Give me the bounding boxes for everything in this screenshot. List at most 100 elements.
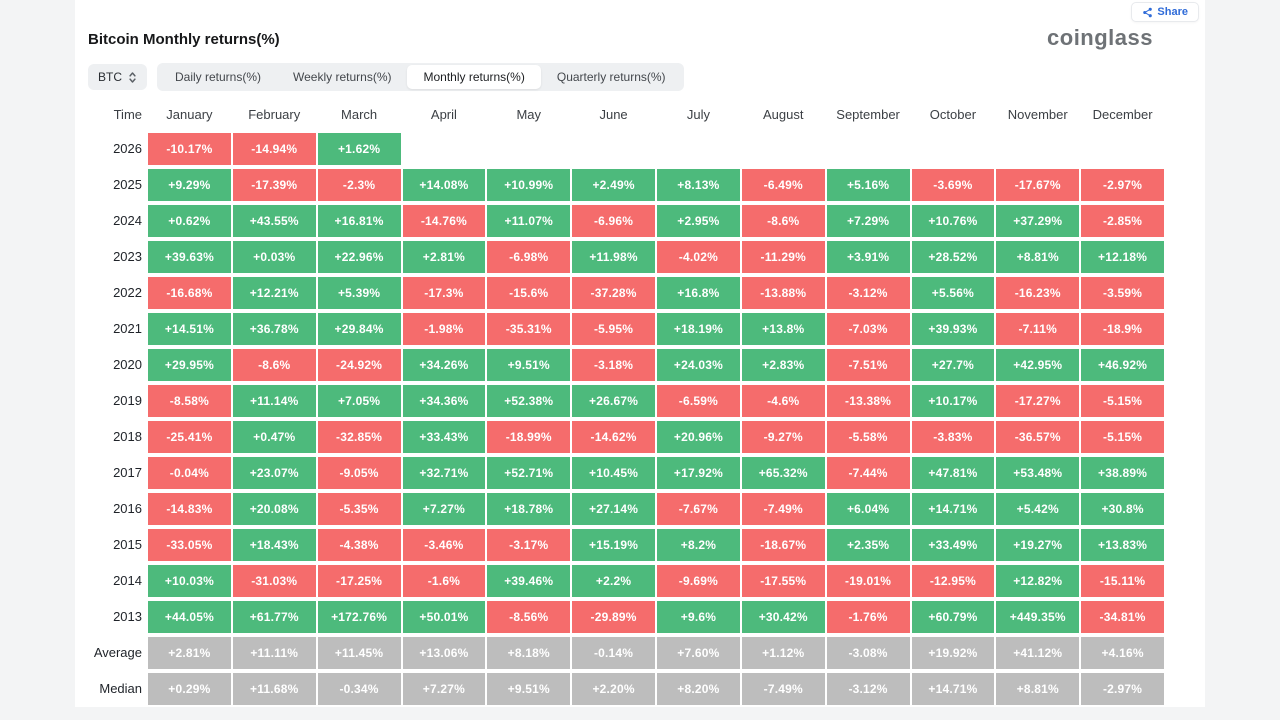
month-column-header: November xyxy=(1007,107,1068,122)
month-column-header: August xyxy=(763,107,804,122)
return-cell: +50.01% xyxy=(402,601,486,633)
return-cell: +0.62% xyxy=(148,205,231,237)
month-column-header: June xyxy=(599,107,628,122)
return-cell: +33.49% xyxy=(911,529,995,561)
return-cell: -37.28% xyxy=(572,277,655,309)
month-column-header: April xyxy=(430,107,457,122)
return-cell: +36.78% xyxy=(232,313,316,345)
return-cell: +28.52% xyxy=(911,241,995,273)
returns-tab-group: Daily returns(%) Weekly returns(%) Monthly… xyxy=(157,63,684,91)
tab-monthly[interactable]: Monthly returns(%) xyxy=(407,65,541,89)
return-cell: -3.18% xyxy=(572,349,655,381)
row-label: 2013 xyxy=(113,609,142,624)
share-icon xyxy=(1142,7,1153,18)
row-label: 2017 xyxy=(113,465,142,480)
return-cell: +9.51% xyxy=(487,349,571,381)
tab-quarterly[interactable]: Quarterly returns(%) xyxy=(541,65,682,89)
return-cell: +7.60% xyxy=(657,637,740,669)
return-cell: -15.6% xyxy=(487,277,571,309)
return-cell: -5.35% xyxy=(317,493,401,525)
return-cell: +34.36% xyxy=(402,385,486,417)
return-cell: -5.58% xyxy=(826,421,910,453)
row-label: 2026 xyxy=(113,141,142,156)
return-cell: -7.67% xyxy=(657,493,740,525)
return-cell: +0.03% xyxy=(232,241,316,273)
return-cell: +16.8% xyxy=(657,277,740,309)
month-column-header: January xyxy=(166,107,213,122)
return-cell: +172.76% xyxy=(317,601,401,633)
share-button[interactable]: Share xyxy=(1131,2,1199,22)
return-cell: +37.29% xyxy=(996,205,1080,237)
row-label: 2015 xyxy=(113,537,142,552)
return-cell: -1.98% xyxy=(402,313,486,345)
row-label: Median xyxy=(99,681,142,696)
share-label: Share xyxy=(1157,6,1188,18)
return-cell: -5.15% xyxy=(1081,385,1164,417)
return-cell: -2.97% xyxy=(1081,673,1164,705)
return-cell: +11.68% xyxy=(232,673,316,705)
return-cell: +32.71% xyxy=(402,457,486,489)
return-cell: +60.79% xyxy=(911,601,995,633)
return-cell: +24.03% xyxy=(657,349,740,381)
return-cell: +34.26% xyxy=(402,349,486,381)
tab-weekly[interactable]: Weekly returns(%) xyxy=(277,65,407,89)
coinglass-logo: coinglass xyxy=(1047,25,1153,50)
return-cell: +5.39% xyxy=(317,277,401,309)
return-cell: +9.6% xyxy=(657,601,740,633)
return-cell: +23.07% xyxy=(232,457,316,489)
return-cell: +53.48% xyxy=(996,457,1080,489)
return-cell: +8.13% xyxy=(657,169,740,201)
return-cell: -4.02% xyxy=(657,241,740,273)
return-cell: +11.98% xyxy=(572,241,655,273)
month-column-header: March xyxy=(341,107,378,122)
return-cell: -14.76% xyxy=(402,205,486,237)
return-cell: +2.20% xyxy=(572,673,655,705)
return-cell: -3.46% xyxy=(402,529,486,561)
return-cell: +47.81% xyxy=(911,457,995,489)
return-cell: -7.49% xyxy=(741,673,825,705)
month-column-header: September xyxy=(836,107,900,122)
return-cell: -1.76% xyxy=(826,601,910,633)
return-cell: +20.96% xyxy=(657,421,740,453)
return-cell: +27.14% xyxy=(572,493,655,525)
return-cell: +11.11% xyxy=(232,637,316,669)
return-cell xyxy=(487,133,570,165)
return-cell: +2.81% xyxy=(148,637,231,669)
return-cell: -15.11% xyxy=(1081,565,1164,597)
return-cell: -3.59% xyxy=(1081,277,1164,309)
return-cell: +2.2% xyxy=(572,565,655,597)
return-cell xyxy=(742,133,825,165)
return-cell: +14.71% xyxy=(911,493,995,525)
return-cell: +13.83% xyxy=(1081,529,1164,561)
return-cell: +14.71% xyxy=(911,673,995,705)
row-label: Average xyxy=(93,645,142,660)
return-cell: -35.31% xyxy=(487,313,571,345)
return-cell xyxy=(912,133,995,165)
month-column-header: February xyxy=(248,107,301,122)
tab-daily[interactable]: Daily returns(%) xyxy=(159,65,277,89)
return-cell: +10.45% xyxy=(572,457,655,489)
return-cell: -29.89% xyxy=(572,601,655,633)
return-cell: -1.6% xyxy=(402,565,486,597)
return-cell: +9.29% xyxy=(148,169,231,201)
row-label: 2022 xyxy=(113,285,142,300)
coin-selector[interactable]: BTC xyxy=(88,64,147,90)
page-title: Bitcoin Monthly returns(%) xyxy=(88,31,280,48)
return-cell: +52.71% xyxy=(487,457,571,489)
return-cell: -5.15% xyxy=(1081,421,1164,453)
return-cell: +8.81% xyxy=(996,673,1080,705)
return-cell: +0.29% xyxy=(148,673,231,705)
toolbar: BTC Daily returns(%) Weekly returns(%) Mon… xyxy=(88,63,1205,91)
return-cell: +2.83% xyxy=(741,349,825,381)
row-label: 2023 xyxy=(113,249,142,264)
return-cell xyxy=(1081,133,1164,165)
return-cell: +41.12% xyxy=(996,637,1080,669)
return-cell: -9.69% xyxy=(657,565,740,597)
row-label: 2014 xyxy=(113,573,142,588)
return-cell: +12.18% xyxy=(1081,241,1164,273)
return-cell: +8.81% xyxy=(996,241,1080,273)
return-cell: +18.78% xyxy=(487,493,571,525)
return-cell: +10.17% xyxy=(911,385,995,417)
return-cell: +449.35% xyxy=(996,601,1080,633)
return-cell: +30.42% xyxy=(741,601,825,633)
